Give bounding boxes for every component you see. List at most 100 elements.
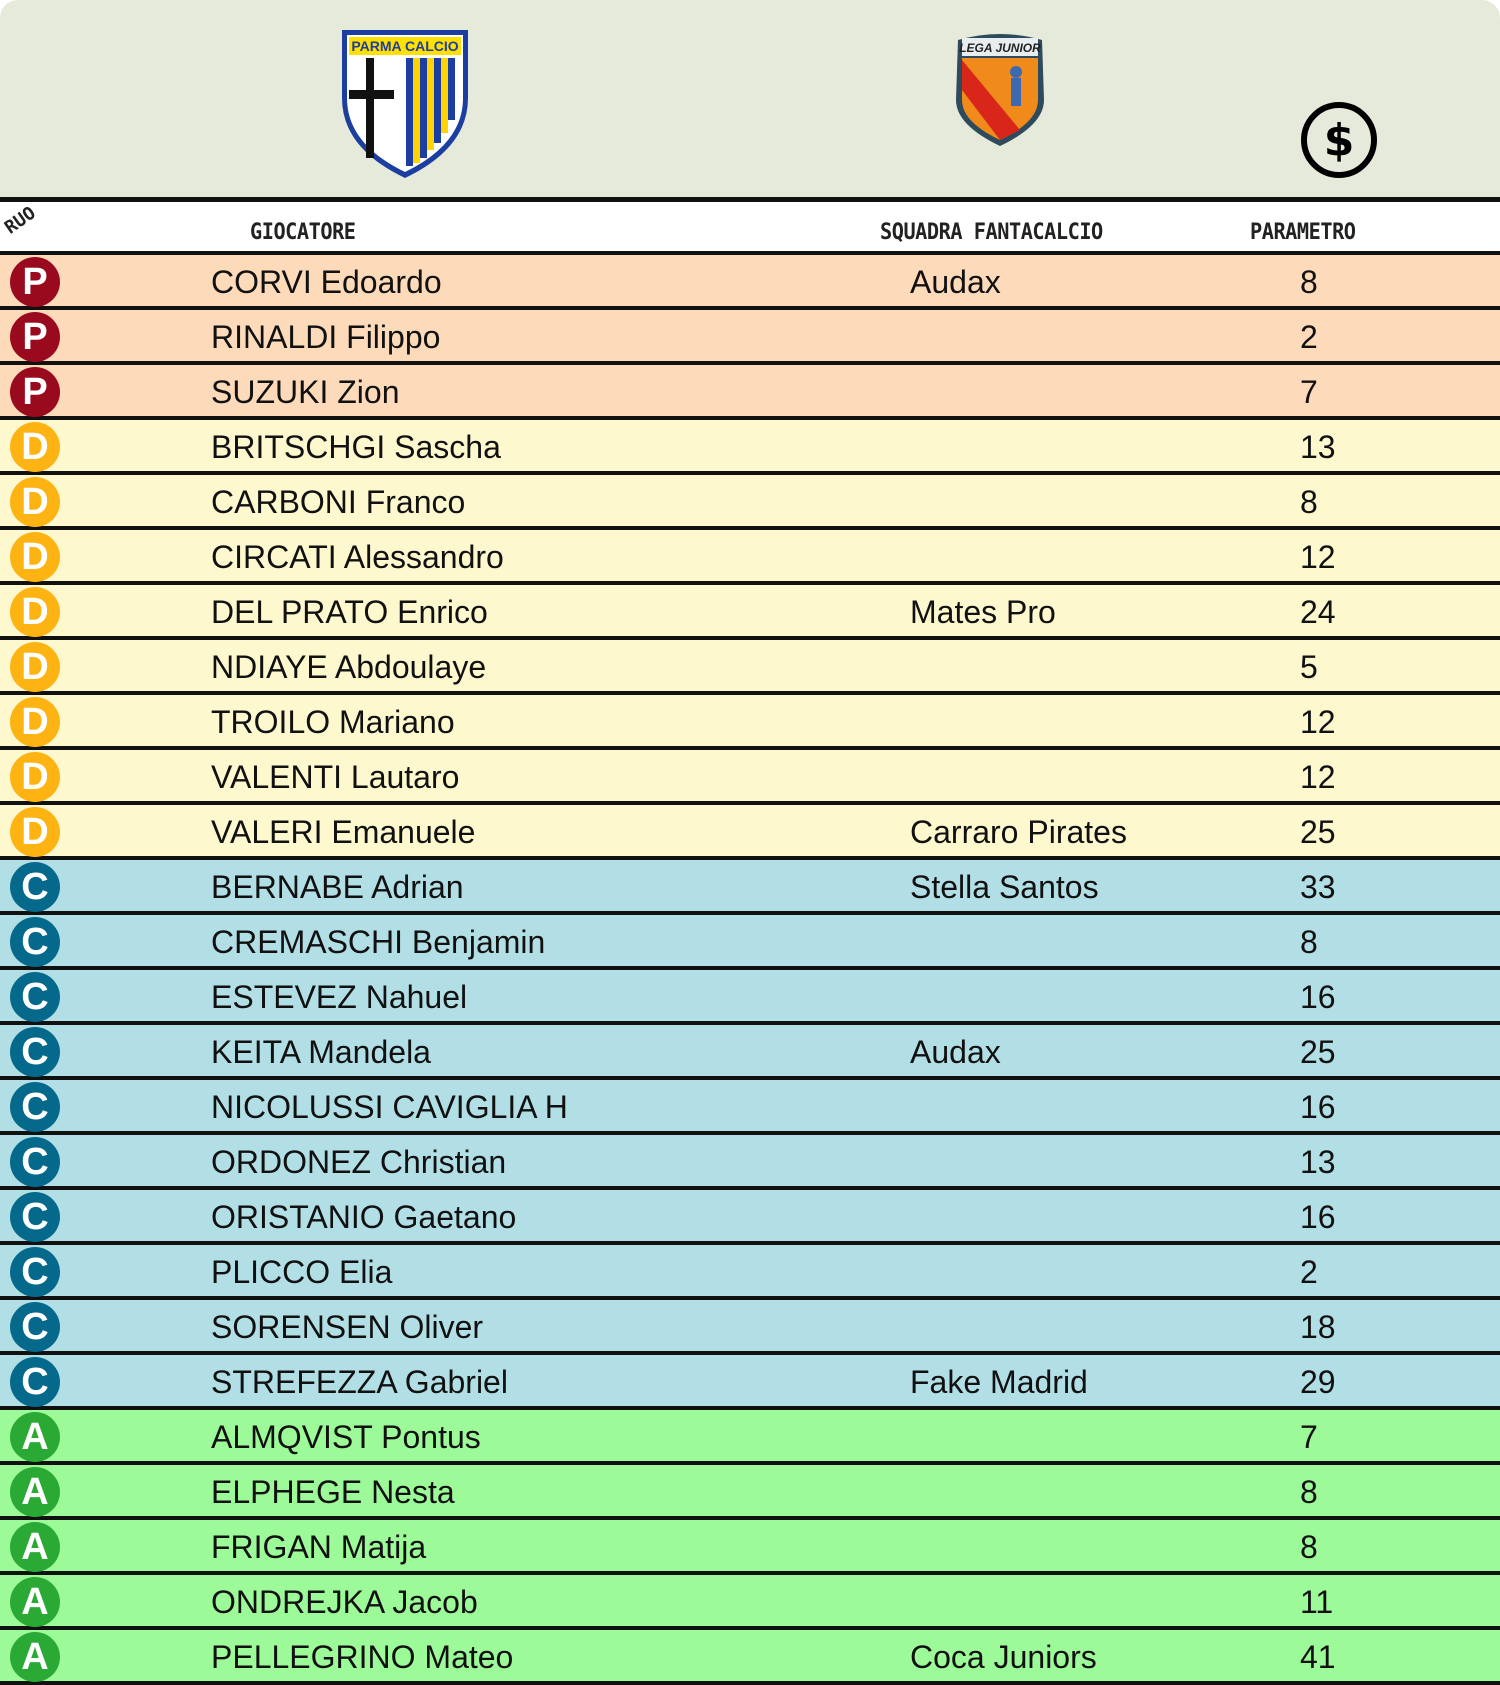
player-name: NICOLUSSI CAVIGLIA H <box>211 1089 568 1125</box>
svg-text:LEGA JUNIOR: LEGA JUNIOR <box>959 41 1041 55</box>
fanta-team: Mates Pro <box>910 594 1056 630</box>
table-row: C SORENSEN Oliver 18 <box>0 1300 1500 1355</box>
header-team: SQUADRA FANTACALCIO <box>880 220 1103 245</box>
player-name: FRIGAN Matija <box>211 1529 427 1565</box>
role-badge: P <box>10 367 60 417</box>
player-price: 12 <box>1300 759 1336 795</box>
player-name: ONDREJKA Jacob <box>211 1584 478 1620</box>
table-row: D DEL PRATO Enrico Mates Pro 24 <box>0 585 1500 640</box>
player-name: DEL PRATO Enrico <box>211 594 488 630</box>
role-badge: C <box>10 1357 60 1407</box>
table-row: D TROILO Mariano 12 <box>0 695 1500 750</box>
fanta-team: Audax <box>910 264 1001 300</box>
fanta-team: Stella Santos <box>910 869 1099 905</box>
role-badge: A <box>10 1467 60 1517</box>
player-name: NDIAYE Abdoulaye <box>211 649 487 685</box>
table-row: A PELLEGRINO Mateo Coca Juniors 41 <box>0 1630 1500 1685</box>
player-price: 41 <box>1300 1639 1336 1675</box>
player-price: 16 <box>1300 1089 1336 1125</box>
player-name: VALENTI Lautaro <box>211 759 460 795</box>
fanta-team: Audax <box>910 1034 1001 1070</box>
table-row: C ORDONEZ Christian 13 <box>0 1135 1500 1190</box>
role-badge: A <box>10 1412 60 1462</box>
lega-junior-crest: LEGA JUNIOR <box>956 34 1044 146</box>
role-badge: D <box>10 752 60 802</box>
player-price: 18 <box>1300 1309 1336 1345</box>
player-name: ESTEVEZ Nahuel <box>211 979 468 1015</box>
player-price: 25 <box>1300 814 1336 850</box>
svg-text:$: $ <box>1324 115 1355 166</box>
player-name: SUZUKI Zion <box>211 374 400 410</box>
fanta-team: Carraro Pirates <box>910 814 1127 850</box>
player-name: PELLEGRINO Mateo <box>211 1639 514 1675</box>
player-price: 29 <box>1300 1364 1336 1400</box>
player-price: 8 <box>1300 484 1318 520</box>
role-badge: C <box>10 1082 60 1132</box>
player-name: ORDONEZ Christian <box>211 1144 507 1180</box>
player-price: 13 <box>1300 429 1336 465</box>
table-row: C CREMASCHI Benjamin 8 <box>0 915 1500 970</box>
table-row: A ELPHEGE Nesta 8 <box>0 1465 1500 1520</box>
player-price: 24 <box>1300 594 1336 630</box>
role-badge: D <box>10 587 60 637</box>
player-name: STREFEZZA Gabriel <box>211 1364 508 1400</box>
table-row: A FRIGAN Matija 8 <box>0 1520 1500 1575</box>
table-row: D CARBONI Franco 8 <box>0 475 1500 530</box>
role-badge: A <box>10 1632 60 1682</box>
role-badge: A <box>10 1522 60 1572</box>
player-name: CORVI Edoardo <box>211 264 442 300</box>
role-badge: C <box>10 1192 60 1242</box>
player-price: 12 <box>1300 704 1336 740</box>
table-row: C NICOLUSSI CAVIGLIA H 16 <box>0 1080 1500 1135</box>
player-price: 12 <box>1300 539 1336 575</box>
player-price: 13 <box>1300 1144 1336 1180</box>
header-price: PARAMETRO <box>1250 220 1356 245</box>
player-price: 16 <box>1300 1199 1336 1235</box>
table-row: C STREFEZZA Gabriel Fake Madrid 29 <box>0 1355 1500 1410</box>
role-badge: D <box>10 807 60 857</box>
player-price: 2 <box>1300 319 1318 355</box>
player-name: ALMQVIST Pontus <box>211 1419 481 1455</box>
table-row: C PLICCO Elia 2 <box>0 1245 1500 1300</box>
player-price: 5 <box>1300 649 1318 685</box>
table-row: A ONDREJKA Jacob 11 <box>0 1575 1500 1630</box>
player-price: 8 <box>1300 1529 1318 1565</box>
player-name: ELPHEGE Nesta <box>211 1474 455 1510</box>
role-badge: D <box>10 697 60 747</box>
role-badge: D <box>10 477 60 527</box>
table-row: P CORVI Edoardo Audax 8 <box>0 255 1500 310</box>
table-row: C ESTEVEZ Nahuel 16 <box>0 970 1500 1025</box>
table-row: D NDIAYE Abdoulaye 5 <box>0 640 1500 695</box>
role-badge: P <box>10 257 60 307</box>
role-badge: C <box>10 1302 60 1352</box>
svg-text:PARMA CALCIO: PARMA CALCIO <box>351 38 458 54</box>
table-row: P SUZUKI Zion 7 <box>0 365 1500 420</box>
role-badge: P <box>10 312 60 362</box>
table-row: C ORISTANIO Gaetano 16 <box>0 1190 1500 1245</box>
header-player: GIOCATORE <box>250 220 356 245</box>
player-name: CIRCATI Alessandro <box>211 539 504 575</box>
table-row: D CIRCATI Alessandro 12 <box>0 530 1500 585</box>
player-price: 8 <box>1300 1474 1318 1510</box>
dollar-circle-icon: $ <box>1301 102 1377 178</box>
player-price: 7 <box>1300 1419 1318 1455</box>
fanta-team: Coca Juniors <box>910 1639 1097 1675</box>
player-name: PLICCO Elia <box>211 1254 393 1290</box>
role-badge: C <box>10 972 60 1022</box>
table-row: C BERNABE Adrian Stella Santos 33 <box>0 860 1500 915</box>
player-price: 7 <box>1300 374 1318 410</box>
role-badge: C <box>10 1027 60 1077</box>
player-name: ORISTANIO Gaetano <box>211 1199 517 1235</box>
player-price: 11 <box>1300 1584 1334 1620</box>
role-badge: C <box>10 1137 60 1187</box>
table-header: RUO GIOCATORE SQUADRA FANTACALCIO PARAME… <box>0 197 1500 255</box>
table-row: D VALERI Emanuele Carraro Pirates 25 <box>0 805 1500 860</box>
header-role: RUO <box>0 202 40 239</box>
logo-banner: PARMA CALCIO LEGA JUNIOR $ <box>0 0 1500 197</box>
player-price: 33 <box>1300 869 1336 905</box>
table-row: D BRITSCHGI Sascha 13 <box>0 420 1500 475</box>
player-name: VALERI Emanuele <box>211 814 476 850</box>
role-badge: A <box>10 1577 60 1627</box>
player-name: RINALDI Filippo <box>211 319 441 355</box>
table-row: D VALENTI Lautaro 12 <box>0 750 1500 805</box>
